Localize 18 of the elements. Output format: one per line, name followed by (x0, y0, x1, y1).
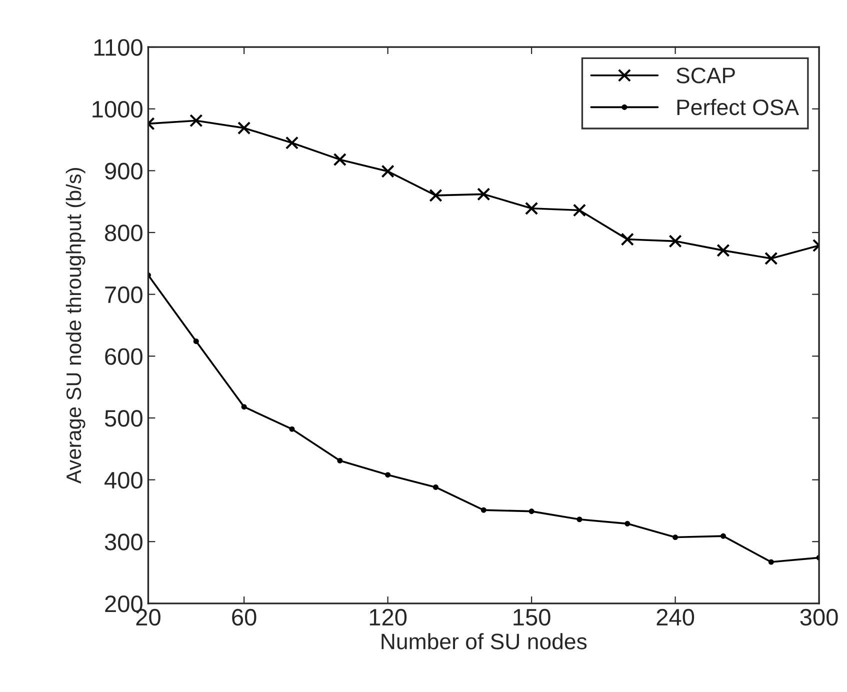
y-tick-label: 300 (104, 534, 142, 550)
legend-label: SCAP (676, 68, 735, 84)
y-tick-label: 500 (104, 410, 142, 427)
y-tick-label: 1000 (92, 100, 142, 118)
x-axis-title: Number of SU nodes (382, 633, 587, 650)
x-tick-label: 60 (232, 608, 256, 626)
x-tick-label: 150 (514, 608, 550, 626)
x-tick-label: 240 (656, 608, 694, 626)
x-tick-label: 300 (800, 608, 838, 626)
x-tick-label: 120 (370, 608, 407, 626)
y-tick-label: 1100 (94, 39, 142, 56)
y-tick-label: 700 (105, 286, 142, 304)
y-axis-title: Average SU node throughput (b/s) (66, 168, 86, 484)
y-tick-label: 400 (104, 472, 142, 489)
y-tick-label: 900 (105, 162, 142, 180)
y-tick-label: 600 (105, 348, 142, 365)
legend-label: Perfect OSA (677, 98, 800, 116)
y-tick-label: 800 (105, 224, 142, 242)
